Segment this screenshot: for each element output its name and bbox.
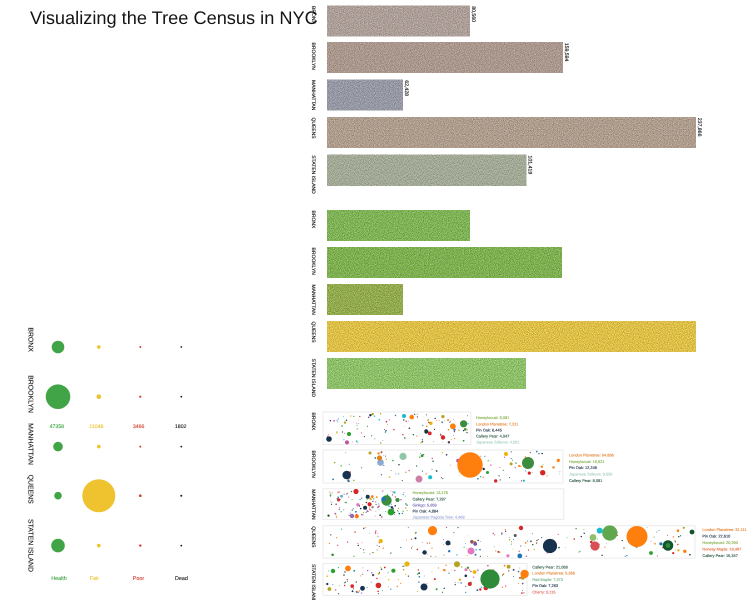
svg-text:QUEENS: QUEENS [310, 322, 316, 344]
svg-text:BROOKLYN: BROOKLYN [26, 375, 33, 413]
svg-text:80,560: 80,560 [470, 6, 476, 22]
svg-text:Ginkgo: 5,859: Ginkgo: 5,859 [413, 502, 437, 507]
svg-text:MANHATTAN: MANHATTAN [310, 285, 316, 316]
svg-text:1802: 1802 [175, 424, 187, 430]
svg-text:Callery Pear: 8,081: Callery Pear: 8,081 [569, 478, 602, 483]
svg-text:BRONX: BRONX [310, 211, 316, 229]
svg-text:Japanese Pagoda Tree: 4,469: Japanese Pagoda Tree: 4,469 [413, 515, 465, 520]
svg-text:Dead: Dead [175, 576, 188, 582]
svg-text:QUEENS: QUEENS [310, 118, 316, 140]
svg-text:101,419: 101,419 [527, 156, 533, 175]
svg-text:Japanese Zelkova: 9,556: Japanese Zelkova: 9,556 [569, 472, 612, 477]
svg-text:159,594: 159,594 [563, 43, 569, 62]
svg-text:Red Maple: 7,373: Red Maple: 7,373 [532, 577, 563, 582]
svg-text:Pin Oak: 6,445: Pin Oak: 6,445 [476, 428, 502, 433]
svg-text:MANHATTAN: MANHATTAN [310, 80, 316, 111]
svg-text:Callery Pear: 7,297: Callery Pear: 7,297 [413, 496, 446, 501]
svg-text:Pin Oak: 22,610: Pin Oak: 22,610 [702, 533, 731, 538]
svg-text:11048: 11048 [89, 424, 103, 430]
svg-text:BRONX: BRONX [310, 413, 316, 431]
svg-text:Japanese Zelkova: 4,051: Japanese Zelkova: 4,051 [476, 440, 519, 445]
svg-text:STATEN ISLAND: STATEN ISLAND [310, 359, 316, 398]
svg-text:BRONX: BRONX [310, 6, 316, 24]
svg-text:London Planetree: 5,366: London Planetree: 5,366 [532, 571, 575, 576]
svg-text:Poor: Poor [133, 576, 145, 582]
svg-text:London Planetree: 7,311: London Planetree: 7,311 [476, 421, 518, 426]
svg-text:MANHATTAN: MANHATTAN [26, 423, 33, 465]
svg-text:London Planetree: 31,111: London Planetree: 31,111 [702, 527, 746, 532]
svg-text:Visualizing the Tree Census in: Visualizing the Tree Census in NYC [30, 8, 318, 28]
svg-text:London Planetree: 54,866: London Planetree: 54,866 [569, 453, 614, 458]
svg-text:STATEN ISLAND: STATEN ISLAND [310, 155, 316, 194]
svg-text:Honeylocust: 13,176: Honeylocust: 13,176 [413, 490, 448, 495]
svg-text:Health: Health [51, 576, 67, 582]
svg-text:237,866: 237,866 [696, 118, 702, 137]
svg-text:Pin Oak: 4,884: Pin Oak: 4,884 [413, 509, 440, 514]
svg-text:3466: 3466 [133, 424, 145, 430]
svg-text:BROOKLYN: BROOKLYN [310, 451, 316, 479]
svg-text:STATEN ISLAND: STATEN ISLAND [26, 519, 33, 572]
svg-text:Honeylocust: 8,081: Honeylocust: 8,081 [476, 415, 509, 420]
svg-text:Callery Pear: 4,047: Callery Pear: 4,047 [476, 434, 509, 439]
svg-text:Honeylocust: 20,290: Honeylocust: 20,290 [702, 540, 738, 545]
svg-text:BROOKLYN: BROOKLYN [310, 248, 316, 276]
svg-text:Honeylocust: 16,521: Honeylocust: 16,521 [569, 459, 604, 464]
svg-text:Callery Pear: 21,088: Callery Pear: 21,088 [532, 565, 567, 570]
svg-text:QUEENS: QUEENS [26, 475, 33, 505]
svg-text:BROOKLYN: BROOKLYN [310, 43, 316, 71]
svg-text:Callery Pear: 16,347: Callery Pear: 16,347 [702, 553, 737, 558]
svg-text:47358: 47358 [50, 424, 65, 430]
svg-text:MANHATTAN: MANHATTAN [310, 489, 316, 520]
svg-text:BRONX: BRONX [26, 327, 33, 352]
svg-text:Norway Maple: 18,497: Norway Maple: 18,497 [702, 547, 741, 552]
svg-text:62,428: 62,428 [403, 80, 409, 96]
svg-text:Pin Oak: 12,249: Pin Oak: 12,249 [569, 465, 597, 470]
svg-text:STATEN ISLAND: STATEN ISLAND [310, 564, 316, 600]
svg-text:Fair: Fair [90, 576, 99, 582]
svg-text:Pin Oak: 7,263: Pin Oak: 7,263 [532, 583, 558, 588]
svg-text:QUEENS: QUEENS [310, 526, 316, 548]
svg-text:Cherry: 5,115: Cherry: 5,115 [532, 589, 555, 594]
